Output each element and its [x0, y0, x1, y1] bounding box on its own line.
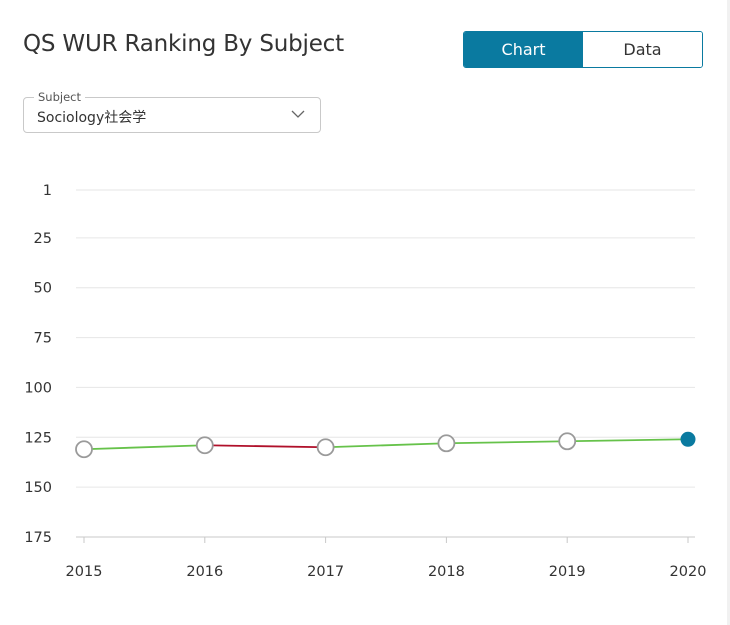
x-tick-label: 2016	[186, 564, 223, 580]
series-line-segment	[567, 438, 689, 443]
subject-select[interactable]: Subject Sociology社会学	[23, 90, 321, 133]
page-title: QS WUR Ranking By Subject	[23, 31, 344, 57]
subject-select-value: Sociology社会学	[37, 110, 147, 126]
chevron-down-icon	[291, 110, 305, 118]
view-toggle: Chart Data	[463, 31, 703, 68]
series-line-segment	[83, 444, 205, 451]
y-tick-label: 125	[24, 430, 52, 446]
data-point	[195, 436, 214, 455]
data-point	[437, 434, 456, 453]
y-tick-label: 25	[34, 231, 52, 247]
data-point-highlighted	[680, 431, 696, 447]
x-tick-label: 2019	[549, 564, 586, 580]
y-tick-label: 150	[24, 480, 52, 496]
series-line-segment	[446, 440, 568, 445]
y-tick-label: 75	[34, 331, 52, 347]
subject-select-legend: Subject	[34, 90, 85, 104]
series-line-segment	[325, 442, 447, 449]
chart-tab-button[interactable]: Chart	[464, 32, 583, 67]
y-tick-label: 175	[24, 530, 52, 546]
series-line-segment	[204, 444, 326, 449]
page-edge	[727, 0, 730, 625]
x-tick-label: 2018	[428, 564, 465, 580]
x-tick-label: 2015	[66, 564, 103, 580]
x-tick-label: 2017	[307, 564, 344, 580]
y-tick-label: 1	[43, 183, 52, 199]
x-tick-label: 2020	[670, 564, 707, 580]
data-point	[316, 438, 335, 457]
y-tick-label: 100	[24, 380, 52, 396]
y-tick-label: 50	[34, 281, 52, 297]
data-tab-button[interactable]: Data	[583, 32, 702, 67]
data-point	[75, 440, 93, 459]
data-point	[558, 432, 577, 451]
